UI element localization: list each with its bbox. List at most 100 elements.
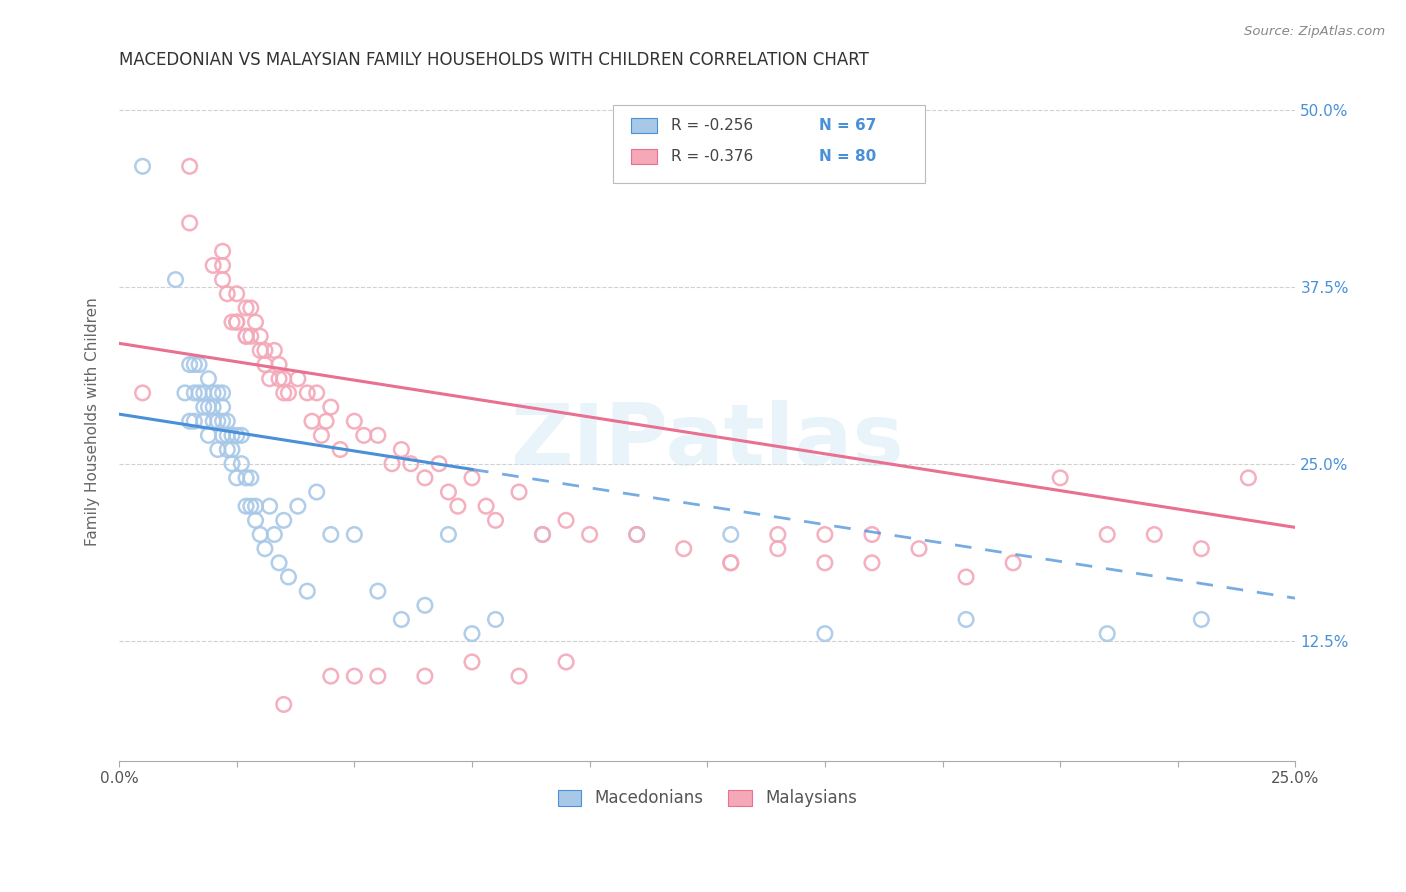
Text: N = 67: N = 67 — [820, 118, 876, 133]
Point — [188, 358, 211, 372]
Point — [381, 457, 404, 471]
Point — [343, 669, 366, 683]
Point — [508, 669, 530, 683]
Y-axis label: Family Households with Children: Family Households with Children — [86, 297, 100, 546]
Point — [239, 471, 262, 485]
Point — [305, 485, 328, 500]
Point — [235, 329, 257, 343]
Point — [273, 385, 295, 400]
Point — [461, 626, 484, 640]
Point — [273, 372, 295, 386]
Point — [253, 358, 276, 372]
Point — [197, 400, 219, 414]
Point — [202, 414, 225, 428]
Point — [508, 485, 530, 500]
Point — [267, 556, 290, 570]
Text: R = -0.376: R = -0.376 — [671, 149, 754, 163]
Point — [315, 414, 337, 428]
Point — [217, 428, 239, 442]
Point — [221, 315, 243, 329]
Point — [461, 655, 484, 669]
Text: ZIPatlas: ZIPatlas — [510, 401, 904, 483]
Point — [259, 499, 281, 513]
Point — [217, 414, 239, 428]
Point — [211, 244, 233, 259]
Point — [329, 442, 352, 457]
Point — [263, 343, 285, 358]
Point — [197, 372, 219, 386]
Point — [626, 527, 648, 541]
Point — [211, 400, 233, 414]
Point — [367, 428, 389, 442]
Point — [555, 513, 578, 527]
Point — [475, 499, 498, 513]
Point — [259, 372, 281, 386]
Point — [183, 358, 205, 372]
Point — [413, 669, 436, 683]
Point — [188, 385, 211, 400]
Point — [221, 428, 243, 442]
Point — [225, 471, 247, 485]
Point — [207, 385, 229, 400]
Point — [343, 527, 366, 541]
Point — [193, 385, 215, 400]
Point — [860, 527, 883, 541]
Point — [183, 414, 205, 428]
Point — [267, 358, 290, 372]
Point — [297, 584, 319, 599]
Point — [211, 272, 233, 286]
Point — [235, 471, 257, 485]
Point — [211, 414, 233, 428]
FancyBboxPatch shape — [631, 149, 657, 163]
Point — [263, 527, 285, 541]
Point — [231, 428, 253, 442]
Point — [174, 385, 197, 400]
Point — [277, 385, 299, 400]
Point — [531, 527, 554, 541]
Point — [389, 442, 412, 457]
Legend: Macedonians, Malaysians: Macedonians, Malaysians — [551, 782, 863, 814]
Point — [235, 329, 257, 343]
Point — [287, 499, 309, 513]
Point — [239, 301, 262, 315]
Point — [367, 584, 389, 599]
Point — [955, 612, 977, 626]
Point — [253, 343, 276, 358]
Point — [249, 527, 271, 541]
Point — [225, 315, 247, 329]
Point — [245, 513, 267, 527]
Point — [235, 499, 257, 513]
Point — [221, 457, 243, 471]
Point — [413, 599, 436, 613]
Point — [720, 527, 742, 541]
Point — [165, 272, 187, 286]
Point — [908, 541, 931, 556]
Point — [1189, 612, 1212, 626]
Point — [814, 626, 837, 640]
Point — [131, 159, 153, 173]
Point — [353, 428, 375, 442]
Point — [179, 159, 201, 173]
Point — [211, 259, 233, 273]
Point — [249, 329, 271, 343]
Point — [245, 315, 267, 329]
Point — [249, 343, 271, 358]
Point — [202, 385, 225, 400]
Text: N = 80: N = 80 — [820, 149, 876, 163]
Point — [319, 527, 342, 541]
Point — [217, 286, 239, 301]
Point — [225, 286, 247, 301]
Point — [461, 471, 484, 485]
Point — [814, 556, 837, 570]
Point — [484, 513, 506, 527]
Point — [197, 428, 219, 442]
Point — [305, 385, 328, 400]
Point — [1143, 527, 1166, 541]
Point — [766, 541, 789, 556]
Point — [413, 471, 436, 485]
Point — [367, 669, 389, 683]
Point — [399, 457, 422, 471]
FancyBboxPatch shape — [613, 105, 925, 184]
Point — [578, 527, 600, 541]
Point — [437, 527, 460, 541]
